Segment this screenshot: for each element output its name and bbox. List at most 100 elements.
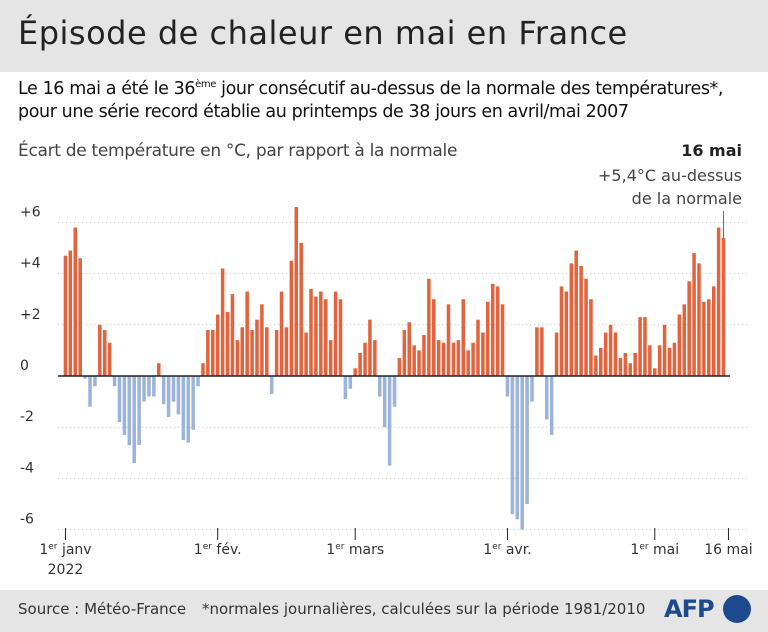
bar-day-82: [461, 299, 466, 376]
x-tick-label-1-main: 1: [194, 542, 203, 558]
bar-day-124: [667, 347, 672, 376]
y-tick-label-2: +2: [20, 307, 41, 323]
y-tick-label-5: -4: [20, 460, 34, 476]
x-tick-label-4-rest: mai: [649, 542, 680, 558]
bar-day-103: [564, 291, 569, 376]
bar-day-118: [638, 317, 642, 376]
annotation-line-1: +5,4°C au-dessus: [598, 166, 742, 185]
annotation-line-2: de la normale: [631, 189, 742, 208]
bar-day-9: [102, 329, 107, 376]
annotation-text: +5,4°C au-dessus de la normale: [598, 164, 742, 210]
bar-day-37: [240, 327, 245, 376]
bar-day-31: [211, 329, 215, 376]
page-title: Épisode de chaleur en mai en France: [18, 14, 628, 52]
bar-day-65: [378, 376, 382, 397]
bar-day-89: [495, 286, 500, 376]
bar-day-41: [260, 304, 264, 376]
bar-day-27: [191, 376, 195, 430]
subtitle-superscript: ème: [195, 79, 216, 90]
bar-day-97: [535, 327, 539, 376]
bar-day-47: [289, 260, 294, 376]
bar-day-6: [88, 376, 92, 407]
bar-day-131: [702, 301, 706, 376]
bar-day-121: [653, 368, 657, 376]
subtitle-line-1-start: Le 16 mai a été le 36: [18, 79, 196, 99]
bar-day-134: [716, 227, 721, 376]
x-tick-label-0-sup: er: [48, 542, 58, 552]
afp-logo-text: AFP: [664, 595, 715, 623]
footer-bar: [0, 590, 768, 632]
bar-day-84: [471, 342, 475, 376]
bar-day-96: [530, 376, 534, 402]
x-tick-label-5-main: 16 mai: [704, 542, 752, 558]
bars: [63, 207, 726, 530]
bar-day-33: [220, 268, 225, 376]
bar-day-21: [161, 376, 166, 405]
x-tick-label-1-rest: fév.: [212, 542, 242, 558]
bar-day-126: [677, 314, 682, 376]
bar-day-105: [574, 250, 578, 376]
bar-day-100: [549, 376, 554, 435]
bar-day-49: [299, 242, 303, 376]
bar-day-113: [613, 332, 618, 376]
x-tick-label-0: 1er janv: [39, 542, 91, 558]
bar-day-123: [662, 324, 667, 376]
bar-day-110: [599, 347, 603, 376]
subtitle-line-2: pour une série record établie au printem…: [18, 102, 629, 122]
bar-day-80: [451, 342, 456, 376]
x-tick-label-1-sup: er: [203, 542, 213, 552]
bar-day-53: [319, 291, 323, 376]
x-tick-label-3-rest: avr.: [501, 542, 531, 558]
bar-day-30: [206, 329, 210, 376]
bar-day-35: [230, 294, 235, 376]
x-tick-year-label: 2022: [48, 562, 84, 578]
bar-day-5: [83, 376, 87, 379]
bar-day-55: [328, 340, 333, 376]
bar-day-17: [142, 376, 146, 402]
bar-day-54: [323, 299, 328, 376]
bar-day-34: [225, 312, 230, 376]
bar-day-62: [363, 342, 367, 376]
bar-day-125: [672, 342, 677, 376]
x-tick-label-2-main: 1: [326, 542, 335, 558]
bar-day-52: [314, 296, 318, 376]
bar-day-81: [456, 340, 461, 376]
bar-day-107: [584, 278, 588, 376]
bar-day-70: [402, 329, 407, 376]
afp-logo: AFP: [664, 594, 754, 624]
bar-day-79: [446, 304, 451, 376]
bar-day-22: [166, 376, 171, 417]
bar-day-68: [392, 376, 397, 407]
bar-day-72: [412, 345, 416, 376]
bar-day-86: [481, 332, 485, 376]
bar-day-128: [687, 281, 691, 376]
y-tick-label-3: 0: [20, 358, 29, 374]
x-tick-label-1: 1er fév.: [194, 542, 242, 558]
bar-day-116: [628, 363, 633, 376]
x-tick-label-0-rest: janv: [58, 542, 92, 558]
bar-day-114: [618, 358, 623, 376]
bar-day-18: [147, 376, 151, 397]
bar-day-40: [255, 319, 259, 376]
bar-day-42: [265, 327, 269, 376]
x-tick-label-0-main: 1: [39, 542, 48, 558]
grid-lines: [58, 221, 748, 531]
bar-day-106: [579, 265, 583, 376]
bar-day-4: [78, 258, 82, 376]
bar-day-48: [294, 207, 299, 376]
x-tick-label-4-main: 1: [630, 542, 639, 558]
x-tick-label-2: 1er mars: [326, 542, 384, 558]
bar-day-20: [157, 363, 161, 376]
bar-day-29: [201, 363, 205, 376]
bar-day-59: [348, 376, 353, 389]
bar-day-1: [63, 255, 68, 376]
bar-day-115: [623, 352, 628, 376]
x-tick-label-5: 16 mai: [704, 542, 752, 558]
bar-day-135: [721, 237, 726, 376]
bar-day-28: [196, 376, 200, 387]
bar-day-56: [333, 291, 338, 376]
bar-day-24: [176, 376, 181, 415]
bar-day-85: [476, 319, 480, 376]
afp-logo-dot: [723, 595, 751, 623]
